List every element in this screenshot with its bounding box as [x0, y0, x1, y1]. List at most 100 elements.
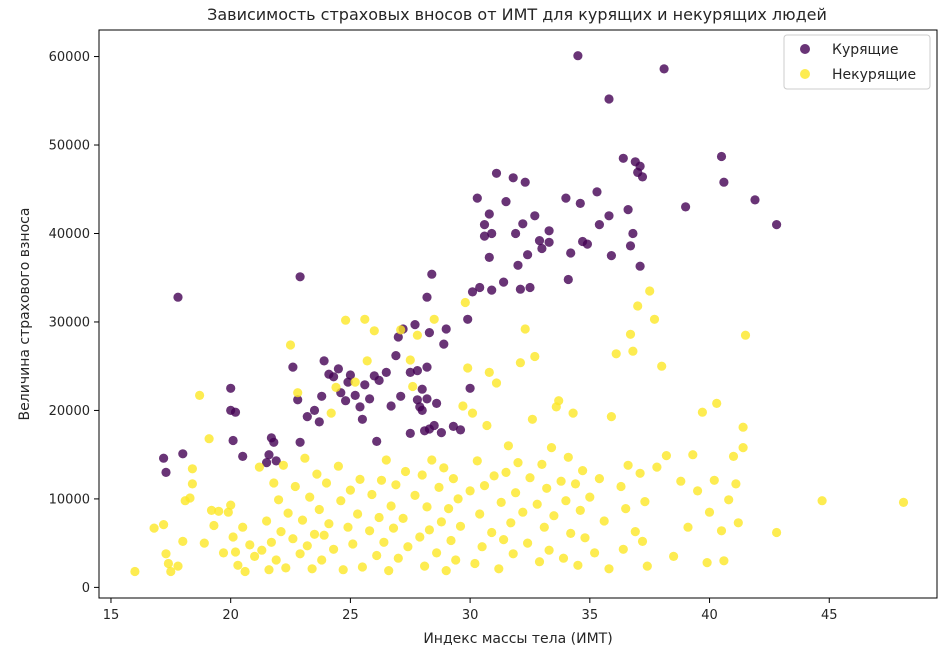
nonsmoker-point-74 [367, 489, 377, 500]
nonsmoker-point-10 [187, 464, 197, 474]
smoker-point-74 [484, 252, 494, 262]
nonsmoker-point-99 [427, 455, 437, 465]
nonsmoker-point-129 [499, 535, 509, 545]
smoker-point-27 [341, 396, 351, 406]
smoker-point-75 [487, 228, 497, 239]
smoker-point-71 [479, 220, 490, 230]
legend-label-smokers: Курящие [832, 42, 898, 58]
nonsmoker-point-46 [300, 453, 310, 463]
nonsmoker-point-181 [640, 497, 650, 507]
nonsmoker-point-164 [585, 492, 595, 502]
nonsmoker-point-13 [199, 538, 209, 548]
nonsmoker-point-56 [324, 519, 334, 529]
nonsmoker-point-184 [649, 314, 660, 324]
smoker-point-87 [525, 282, 535, 293]
nonsmoker-point-88 [400, 466, 411, 477]
y-axis: 0 10000 20000 30000 40000 50000 60000 [49, 50, 99, 596]
smoker-point-51 [422, 394, 432, 404]
nonsmoker-point-82 [386, 501, 396, 511]
smoker-point-48 [412, 395, 422, 405]
nonsmoker-point-38 [281, 563, 291, 573]
nonsmoker-point-72 [362, 356, 372, 366]
smoker-point-40 [391, 351, 401, 361]
nonsmoker-point-52 [314, 504, 324, 515]
nonsmoker-point-60 [333, 461, 343, 471]
smoker-point-31 [355, 402, 365, 412]
smoker-point-106 [623, 205, 633, 215]
smoker-point-13 [271, 456, 281, 466]
nonsmoker-point-87 [398, 513, 408, 524]
nonsmoker-point-70 [357, 562, 367, 572]
nonsmoker-point-49 [307, 564, 317, 574]
smoker-point-17 [295, 437, 305, 447]
smoker-point-114 [659, 64, 669, 74]
nonsmoker-point-150 [549, 511, 559, 521]
smoker-point-6 [228, 435, 238, 446]
x-tick-label-20: 20 [222, 608, 239, 623]
smoker-point-57 [424, 328, 434, 338]
smoker-point-107 [625, 241, 636, 251]
nonsmoker-point-168 [604, 564, 614, 574]
nonsmoker-point-117 [470, 558, 480, 569]
nonsmoker-point-44 [295, 549, 305, 559]
smoker-point-56 [422, 292, 432, 302]
nonsmoker-point-147 [542, 483, 552, 493]
smoker-point-14 [288, 362, 298, 372]
nonsmoker-point-51 [312, 469, 322, 479]
smoker-point-67 [465, 383, 475, 393]
nonsmoker-point-64 [343, 522, 353, 532]
smoker-point-115 [681, 202, 691, 212]
y-tick-label-20000: 20000 [49, 404, 90, 419]
nonsmoker-point-54 [319, 530, 329, 540]
nonsmoker-point-100 [429, 314, 439, 324]
nonsmoker-point-2 [159, 520, 169, 530]
smoker-point-116 [716, 151, 727, 162]
smoker-point-86 [523, 250, 533, 260]
nonsmoker-point-136 [515, 358, 526, 368]
smoker-point-28 [343, 377, 353, 387]
smoker-point-41 [393, 332, 403, 342]
legend-box [783, 34, 931, 90]
legend-label-nonsmokers: Некурящие [832, 67, 916, 83]
nonsmoker-point-141 [527, 414, 538, 424]
nonsmoker-point-187 [661, 451, 672, 461]
smoker-point-104 [606, 251, 617, 261]
nonsmoker-point-206 [740, 330, 751, 340]
nonsmoker-point-191 [688, 450, 698, 460]
nonsmoker-point-50 [309, 529, 320, 539]
smoker-point-18 [302, 412, 312, 422]
smoker-point-3 [178, 449, 188, 459]
nonsmoker-point-121 [479, 481, 490, 491]
smoker-point-15 [295, 272, 305, 282]
y-tick-label-30000: 30000 [49, 315, 90, 330]
nonsmoker-point-62 [338, 565, 348, 575]
nonsmoker-point-144 [534, 557, 545, 567]
smoker-point-30 [350, 390, 360, 400]
nonsmoker-point-55 [321, 478, 332, 488]
nonsmoker-point-30 [262, 516, 272, 526]
nonsmoker-point-190 [683, 522, 693, 532]
nonsmoker-point-48 [305, 492, 315, 502]
smoker-point-1 [159, 453, 169, 463]
nonsmoker-point-12 [195, 390, 205, 400]
nonsmoker-point-111 [455, 521, 466, 531]
nonsmoker-point-170 [611, 349, 621, 359]
smoker-point-7 [230, 407, 241, 417]
smoker-point-8 [238, 451, 248, 461]
smoker-point-25 [333, 364, 343, 374]
nonsmoker-point-97 [422, 502, 432, 512]
smoker-point-99 [573, 51, 583, 61]
smoker-point-85 [520, 177, 530, 187]
chart-title: Зависимость страховых вносов от ИМТ для … [207, 5, 827, 24]
nonsmoker-point-23 [233, 560, 243, 570]
nonsmoker-point-26 [245, 540, 255, 550]
nonsmoker-point-106 [444, 504, 454, 514]
nonsmoker-point-89 [403, 542, 413, 552]
nonsmoker-point-175 [625, 329, 636, 339]
x-axis-title: Индекс массы тела (ИМТ) [423, 631, 612, 647]
nonsmoker-point-185 [652, 462, 662, 472]
smoker-point-101 [594, 220, 605, 230]
smoker-point-70 [475, 282, 485, 293]
nonsmoker-point-128 [496, 497, 506, 507]
